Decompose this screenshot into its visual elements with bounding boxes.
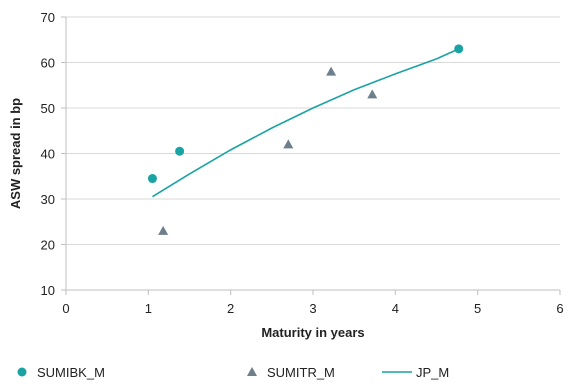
series-JP_M (152, 48, 460, 198)
legend-swatch-SUMITR_M (247, 367, 257, 376)
y-tick-label-2: 30 (41, 192, 55, 207)
x-tick-label-2: 2 (227, 301, 234, 316)
legend-item-SUMITR_M: SUMITR_M (247, 365, 335, 380)
x-axis-title: Maturity in years (261, 325, 364, 340)
data-series (147, 44, 464, 235)
x-tick-label-4: 4 (392, 301, 399, 316)
y-tick-label-3: 40 (41, 147, 55, 162)
point-SUMIBK_M-0 (147, 174, 157, 184)
x-tick-label-5: 5 (474, 301, 481, 316)
gridlines (66, 16, 560, 291)
legend-label-SUMITR_M: SUMITR_M (267, 365, 335, 380)
y-tick-label-1: 20 (41, 238, 55, 253)
y-tick-label-5: 60 (41, 56, 55, 71)
x-tick-label-1: 1 (145, 301, 152, 316)
point-SUMITR_M-1 (283, 139, 294, 149)
point-SUMIBK_M-1 (175, 146, 185, 156)
series-SUMIBK_M (147, 44, 464, 184)
legend-swatch-SUMIBK_M (17, 367, 27, 377)
x-tick-label-3: 3 (309, 301, 316, 316)
y-axis-title: ASW spread in bp (8, 98, 23, 209)
x-tick-label-6: 6 (556, 301, 563, 316)
legend-label-SUMIBK_M: SUMIBK_M (37, 365, 105, 380)
line-JP_M (152, 48, 460, 198)
legend-item-JP_M: JP_M (382, 365, 449, 380)
y-tick-label-4: 50 (41, 101, 55, 116)
y-tick-label-0: 10 (41, 283, 55, 298)
series-SUMITR_M (158, 66, 378, 235)
point-SUMITR_M-0 (158, 225, 169, 235)
y-tick-label-6: 70 (41, 10, 55, 25)
legend: SUMIBK_M SUMITR_M JP_M (17, 365, 449, 380)
legend-label-JP_M: JP_M (416, 365, 449, 380)
legend-item-SUMIBK_M: SUMIBK_M (17, 365, 105, 380)
point-SUMITR_M-3 (367, 89, 378, 99)
axes (61, 16, 561, 295)
tick-labels: 0 1 2 3 4 5 6 10 20 30 40 50 60 70 (41, 10, 564, 316)
point-SUMITR_M-2 (326, 66, 337, 76)
x-tick-label-0: 0 (62, 301, 69, 316)
